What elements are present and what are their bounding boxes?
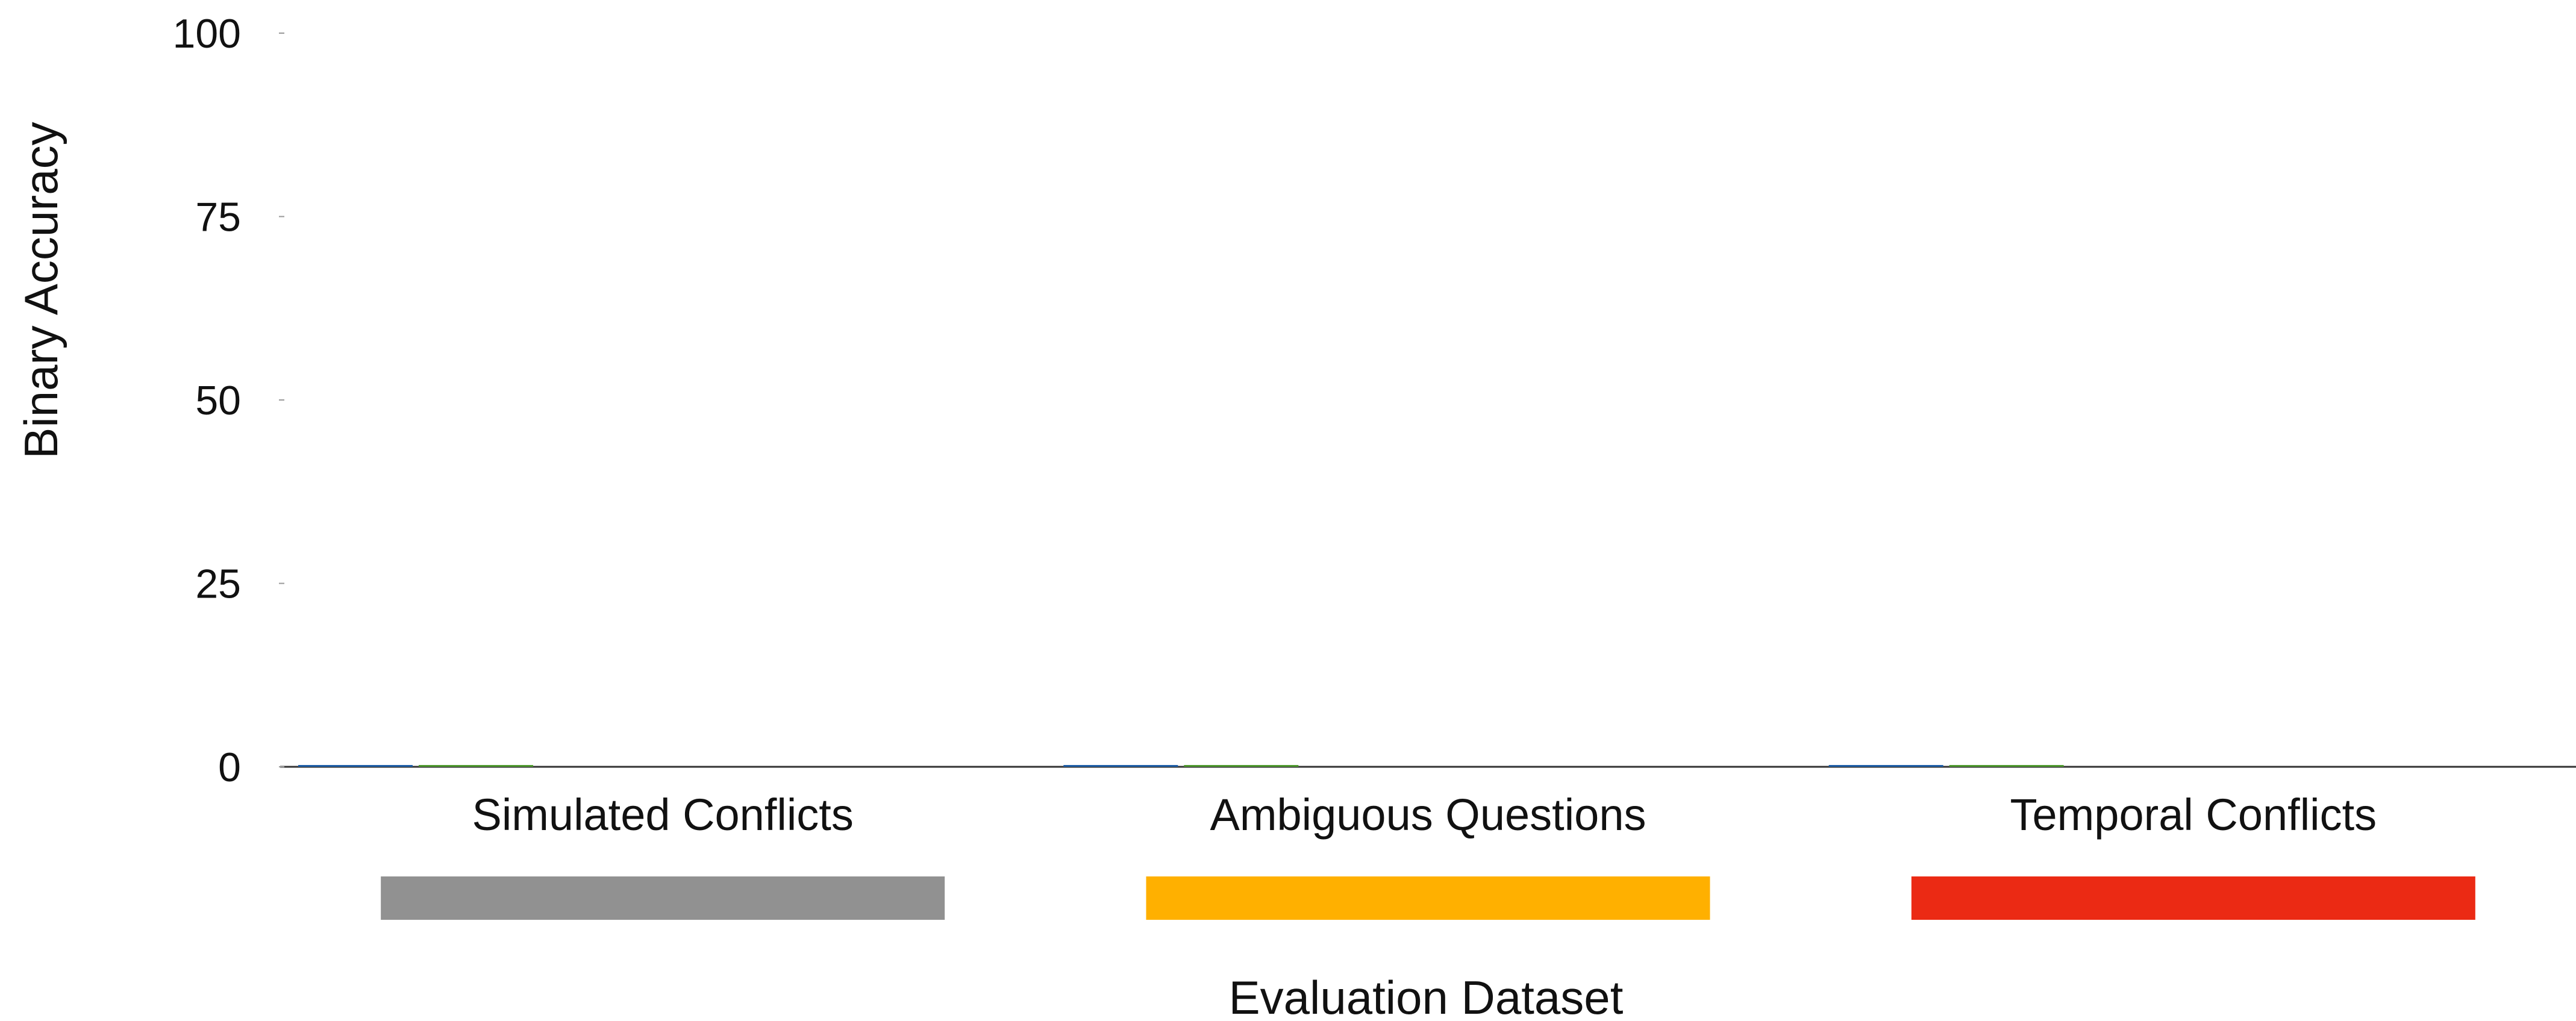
y-tick-label: 25 (195, 561, 241, 607)
x-axis-tick-labels: Simulated Conflicts Ambiguous Questions Te… (472, 790, 2377, 840)
y-tick-label: 100 (173, 11, 241, 57)
bar (1949, 765, 2064, 767)
y-tick-label: 75 (195, 195, 241, 240)
y-tick-label: 0 (218, 745, 241, 790)
y-axis-ticks: 0 25 50 75 100 (173, 11, 284, 790)
category-color-swatch (1911, 876, 2475, 920)
bar-series (298, 765, 2064, 767)
x-tick-label: Ambiguous Questions (1210, 790, 1646, 840)
category-color-swatch (381, 876, 945, 920)
bar (1828, 765, 1943, 767)
bar (1184, 765, 1299, 767)
category-color-swatch (1146, 876, 1710, 920)
x-tick-label: Temporal Conflicts (2010, 790, 2377, 840)
plot-area: 0 25 50 75 100 Simulated Conflicts Ambiguous … (173, 11, 2576, 920)
y-tick-label: 50 (195, 378, 241, 423)
y-axis-title: Binary Accuracy (14, 122, 67, 458)
x-axis-title: Evaluation Dataset (1229, 971, 1624, 1021)
bar (298, 765, 413, 767)
category-color-swatches (381, 876, 2475, 920)
bar (1063, 765, 1178, 767)
bar (419, 765, 533, 767)
x-tick-label: Simulated Conflicts (472, 790, 853, 840)
